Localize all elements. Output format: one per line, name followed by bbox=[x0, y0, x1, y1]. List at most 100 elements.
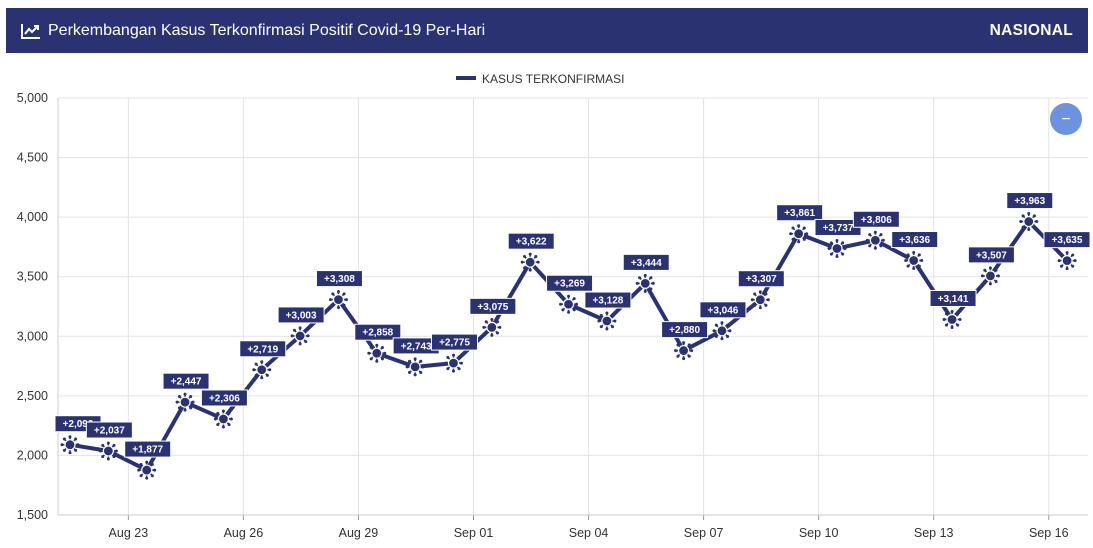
virus-spike-tip bbox=[766, 298, 770, 302]
virus-spike-tip bbox=[912, 251, 916, 255]
virus-spike-tip bbox=[835, 254, 839, 258]
virus-icon bbox=[328, 290, 348, 310]
virus-spike-tip bbox=[651, 281, 655, 285]
y-tick-label: 2,000 bbox=[17, 448, 48, 462]
virus-spike-tip bbox=[942, 317, 946, 321]
virus-spike-tip bbox=[682, 341, 686, 345]
data-label: +1,877 bbox=[124, 440, 172, 458]
virus-spike-tip bbox=[917, 264, 921, 268]
virus-spike-tip bbox=[292, 340, 296, 344]
virus-spike-tip bbox=[496, 320, 500, 324]
virus-spike-tip bbox=[528, 252, 532, 256]
axes: 1,500 2,000 2,500 3,000 3,500 4,000 4,500 5,000… bbox=[17, 91, 1088, 540]
virus-body bbox=[754, 294, 766, 306]
zoom-out-minus-icon[interactable]: − bbox=[1061, 111, 1070, 128]
virus-spike-tip bbox=[306, 334, 310, 338]
virus-spike-tip bbox=[791, 237, 795, 241]
virus-spike-tip bbox=[452, 353, 455, 357]
data-label-box bbox=[469, 297, 517, 315]
virus-icon bbox=[290, 326, 310, 346]
virus-spike-tip bbox=[567, 310, 571, 314]
virus-body bbox=[141, 464, 153, 476]
data-label: +2,447 bbox=[162, 372, 210, 390]
virus-spike-tip bbox=[380, 346, 384, 350]
data-label: +3,046 bbox=[699, 301, 747, 319]
virus-spike-tip bbox=[994, 268, 998, 272]
virus-spike-tip bbox=[611, 313, 615, 317]
virus-spike-tip bbox=[419, 371, 423, 375]
data-label: +3,141 bbox=[929, 289, 977, 307]
virus-spike-tip bbox=[714, 323, 718, 327]
data-label-box bbox=[162, 372, 210, 390]
virus-spike-tip bbox=[605, 311, 609, 315]
virus-icon bbox=[137, 460, 157, 480]
virus-spike-tip bbox=[613, 319, 617, 323]
virus-spike-tip bbox=[298, 326, 302, 330]
virus-spike-tip bbox=[879, 233, 883, 237]
data-label-box bbox=[1043, 231, 1091, 249]
data-label-text: +3,636 bbox=[899, 235, 930, 246]
virus-body bbox=[332, 293, 345, 306]
virus-spike-tip bbox=[643, 273, 647, 277]
virus-spike-tip bbox=[460, 361, 463, 365]
virus-spike-tip bbox=[687, 343, 691, 347]
virus-spike-tip bbox=[60, 443, 64, 447]
zoom-out-button[interactable]: − bbox=[1050, 103, 1082, 135]
virus-spike-tip bbox=[597, 319, 601, 323]
virus-spike-tip bbox=[383, 351, 387, 355]
data-label-box bbox=[124, 440, 172, 458]
data-label-box bbox=[852, 210, 900, 228]
x-tick-label: Sep 04 bbox=[569, 526, 609, 540]
virus-spike-tip bbox=[534, 266, 538, 270]
virus-icon bbox=[750, 290, 770, 310]
data-label: +3,444 bbox=[622, 253, 670, 271]
data-label-text: +3,141 bbox=[938, 294, 969, 305]
virus-icon bbox=[1057, 251, 1077, 271]
virus-icon bbox=[942, 309, 962, 329]
chart-header: Perkembangan Kasus Terkonfirmasi Positif… bbox=[6, 8, 1088, 53]
data-label-text: +2,775 bbox=[439, 338, 470, 349]
virus-spike-tip bbox=[457, 355, 461, 359]
virus-icon bbox=[444, 353, 463, 373]
data-label-box bbox=[546, 274, 594, 292]
virus-spike-tip bbox=[221, 425, 225, 429]
virus-icon bbox=[635, 273, 655, 293]
data-label-box bbox=[431, 333, 478, 351]
virus-icon bbox=[213, 409, 233, 429]
data-label-text: +3,861 bbox=[784, 208, 815, 219]
data-label: +3,003 bbox=[277, 306, 325, 324]
virus-spike-tip bbox=[605, 327, 609, 331]
x-tick-label: Sep 10 bbox=[799, 526, 839, 540]
virus-body bbox=[524, 256, 536, 268]
virus-spike-tip bbox=[726, 334, 730, 338]
data-label: +3,636 bbox=[891, 231, 939, 249]
data-label-text: +3,307 bbox=[746, 274, 777, 285]
legend[interactable]: KASUS TERKONFIRMASI bbox=[456, 72, 624, 86]
virus-spike-tip bbox=[611, 325, 615, 329]
virus-spike-tip bbox=[559, 302, 563, 306]
virus-spike-tip bbox=[304, 340, 308, 344]
virus-spike-tip bbox=[1071, 253, 1075, 257]
virus-spike-tip bbox=[561, 297, 565, 301]
virus-spike-tip bbox=[76, 443, 80, 447]
virus-icon bbox=[252, 360, 272, 380]
virus-spike-tip bbox=[944, 312, 948, 316]
virus-spike-tip bbox=[528, 268, 532, 272]
virus-spike-tip bbox=[881, 238, 885, 242]
zoom-out-button-bg[interactable] bbox=[1050, 103, 1082, 135]
virus-spike-tip bbox=[802, 237, 806, 241]
virus-body bbox=[793, 228, 805, 240]
data-label-text: +3,128 bbox=[592, 296, 623, 307]
data-label-box bbox=[699, 301, 747, 319]
data-label-text: +2,306 bbox=[209, 393, 240, 404]
virus-spike-tip bbox=[1073, 259, 1077, 263]
virus-spike-tip bbox=[153, 468, 157, 472]
virus-spike-tip bbox=[331, 303, 335, 307]
virus-spike-tip bbox=[753, 303, 757, 307]
virus-spike-tip bbox=[98, 449, 102, 453]
virus-spike-tip bbox=[988, 266, 992, 270]
virus-spike-tip bbox=[523, 255, 527, 259]
region-label: NASIONAL bbox=[989, 21, 1073, 39]
data-label-text: +2,447 bbox=[171, 377, 202, 388]
virus-spike-tip bbox=[1035, 220, 1039, 224]
